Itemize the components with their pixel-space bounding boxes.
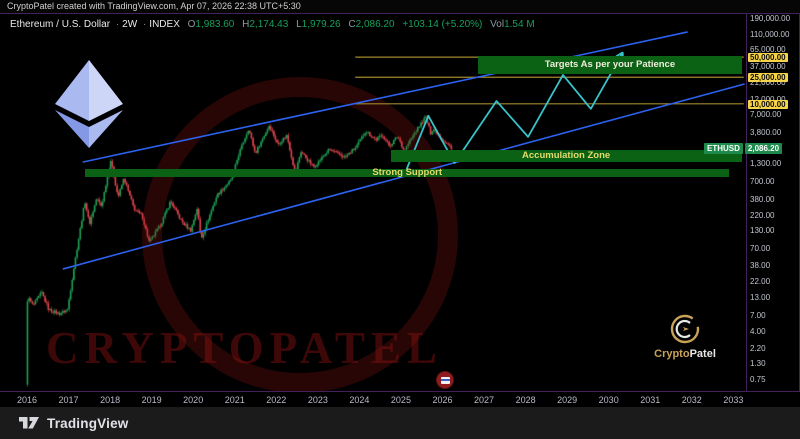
price-tick: 21,000.00 — [750, 78, 786, 88]
price-tick: 7,000.00 — [750, 110, 782, 120]
projection-arrowhead — [615, 51, 624, 58]
tradingview-wordmark[interactable]: TradingView — [47, 415, 129, 431]
price-tick: 110,000.00 — [750, 30, 790, 40]
accumulation-zone[interactable]: Accumulation Zone — [390, 149, 742, 162]
exchange: INDEX — [149, 19, 180, 30]
cryptopatel-stamp-icon — [436, 371, 454, 389]
cryptopatel-ring-icon — [670, 314, 700, 344]
year-label-2019: 2019 — [141, 395, 162, 405]
last-price-row: ETHUSD 2,086.20 — [704, 143, 783, 155]
year-label-2033: 2033 — [723, 395, 744, 405]
year-label-2032: 2032 — [681, 395, 702, 405]
price-tick: 4.00 — [750, 326, 766, 336]
year-label-2020: 2020 — [183, 395, 204, 405]
price-tick: 130.00 — [750, 225, 775, 235]
price-tick: 37,000.00 — [750, 61, 786, 71]
symbol-title[interactable]: Ethereum / U.S. Dollar — [10, 19, 111, 30]
legend[interactable]: Ethereum / U.S. Dollar · 2W · INDEX O1,983… — [10, 19, 535, 30]
footer-bar: TradingView — [0, 407, 800, 439]
high-value: 2,174.43 — [249, 19, 289, 30]
highlighted-price-tick: 50,000.00 — [748, 53, 788, 63]
year-label-2027: 2027 — [474, 395, 495, 405]
last-price-label: 2,086.20 — [744, 143, 783, 155]
price-tick: 2.20 — [750, 344, 766, 354]
price-tick: 65,000.00 — [750, 45, 786, 55]
year-label-2025: 2025 — [390, 395, 411, 405]
targets-zone-label: Targets As per your Patience — [544, 58, 676, 70]
price-tick: 7.00 — [750, 310, 766, 320]
change-value: +103.14 (+5.20%) — [402, 19, 483, 30]
price-tick: 12,000.00 — [750, 95, 786, 104]
highlighted-price-tick: 10,000.00 — [748, 99, 788, 109]
price-tick: 0.75 — [750, 375, 766, 385]
year-label-2018: 2018 — [100, 395, 121, 405]
price-tick: 1,300.00 — [750, 158, 782, 168]
strong-support-zone[interactable]: Strong Support — [85, 167, 730, 179]
year-label-2026: 2026 — [432, 395, 453, 405]
year-label-2017: 2017 — [58, 395, 79, 405]
strong-support-zone-label: Strong Support — [372, 167, 442, 179]
year-label-2030: 2030 — [598, 395, 619, 405]
year-label-2022: 2022 — [266, 395, 287, 405]
interval[interactable]: 2W — [122, 19, 138, 30]
accumulation-zone-label: Accumulation Zone — [522, 149, 611, 161]
year-label-2021: 2021 — [224, 395, 245, 405]
time-axis[interactable]: 2016 2017 2018 2019 2020 2021 2022 2023 2024 2025… — [0, 391, 800, 407]
price-tick: 190,000.00 — [750, 14, 791, 24]
price-tick: 22.00 — [750, 277, 771, 287]
price-tick: 70.00 — [750, 243, 771, 253]
price-tick: 38.00 — [750, 261, 771, 271]
upper-channel-line[interactable] — [82, 31, 688, 163]
projection-zigzag[interactable] — [403, 51, 624, 177]
volume-value: 1.54 M — [504, 19, 535, 30]
price-tick: 1.30 — [750, 359, 766, 369]
open-value: 1,983.60 — [195, 19, 235, 30]
ethereum-logo — [55, 60, 123, 148]
cryptopatel-wordmark: CryptoPatel — [654, 348, 716, 360]
price-tick: 380.00 — [750, 194, 775, 204]
year-label-2031: 2031 — [640, 395, 661, 405]
cryptopatel-logo: CryptoPatel — [648, 312, 722, 360]
year-label-2024: 2024 — [349, 395, 370, 405]
targets-zone[interactable]: Targets As per your Patience — [478, 55, 742, 74]
low-value: 1,979.26 — [301, 19, 341, 30]
price-tick: 700.00 — [750, 176, 775, 186]
tradingview-logo-icon[interactable] — [18, 415, 40, 431]
year-label-2016: 2016 — [16, 395, 38, 405]
symbol-flag: ETHUSD — [704, 143, 743, 155]
price-tick: 3,800.00 — [750, 127, 782, 137]
highlighted-price-tick: 25,000.00 — [748, 73, 788, 83]
year-label-2023: 2023 — [307, 395, 328, 405]
close-value: 2,086.20 — [355, 19, 395, 30]
watermark-text: CRYPTOPATEL — [46, 323, 443, 373]
year-label-2028: 2028 — [515, 395, 536, 405]
watermark-ring — [142, 77, 458, 393]
price-scale[interactable]: 190,000.00 110,000.00 65,000.00 37,000.00 21… — [746, 14, 800, 391]
price-tick: 13.00 — [750, 292, 771, 302]
price-tick: 220.00 — [750, 210, 775, 220]
year-label-2029: 2029 — [557, 395, 578, 405]
